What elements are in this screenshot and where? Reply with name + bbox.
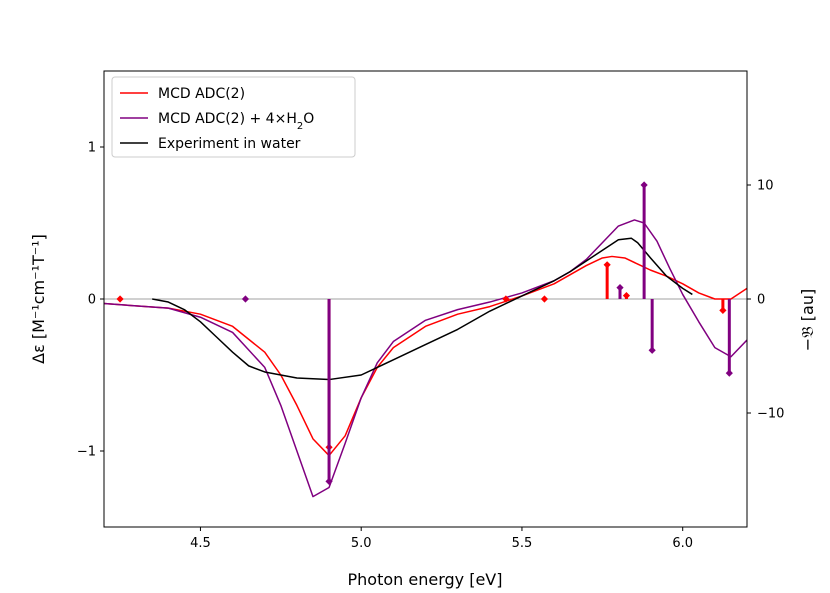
- stick-marker-1-3: [640, 181, 648, 189]
- y-tick-label-2: 1: [88, 141, 96, 156]
- y2-tick-label-0: −10: [757, 407, 784, 422]
- stick-marker-0-2: [502, 295, 510, 303]
- x-tick-label-1: 5.0: [351, 536, 372, 551]
- series-line-2: [152, 237, 693, 381]
- y2-tick-label-2: 10: [757, 179, 774, 194]
- legend-label-2: Experiment in water: [158, 136, 301, 152]
- stick-marker-0-5: [622, 291, 631, 300]
- stick-marker-0-0: [116, 295, 124, 303]
- stick-marker-0-3: [540, 295, 549, 303]
- x-tick-label-0: 4.5: [190, 536, 211, 551]
- series-line-1: [104, 219, 747, 498]
- stick-marker-0-6: [719, 306, 727, 314]
- legend-label-1: MCD ADC(2) + 4×H2O: [158, 111, 314, 132]
- stick-marker-1-2: [616, 284, 624, 292]
- legend-label-0: MCD ADC(2): [158, 86, 245, 102]
- y2-axis-title: −𝔅 [au]: [798, 289, 817, 351]
- legend: MCD ADC(2) MCD ADC(2) + 4×H2O Experiment i…: [111, 76, 356, 158]
- stick-marker-1-5: [725, 369, 733, 377]
- stick-marker-1-1: [325, 477, 333, 485]
- legend-box: [111, 76, 356, 158]
- series-line-0: [104, 255, 747, 457]
- y2-tick-label-1: 0: [757, 293, 765, 308]
- y-tick-label-1: 0: [88, 293, 96, 308]
- x-axis-title: Photon energy [eV]: [348, 570, 503, 589]
- stick-marker-1-4: [648, 346, 656, 354]
- stick-marker-1-0: [241, 295, 250, 303]
- x-tick-label-2: 5.5: [512, 536, 533, 551]
- y-tick-label-0: −1: [77, 445, 96, 460]
- x-tick-label-3: 6.0: [672, 536, 693, 551]
- plot-area: [104, 181, 747, 498]
- y-axis-title: Δε [M⁻¹cm⁻¹T⁻¹]: [29, 234, 48, 364]
- stick-marker-0-4: [603, 261, 611, 269]
